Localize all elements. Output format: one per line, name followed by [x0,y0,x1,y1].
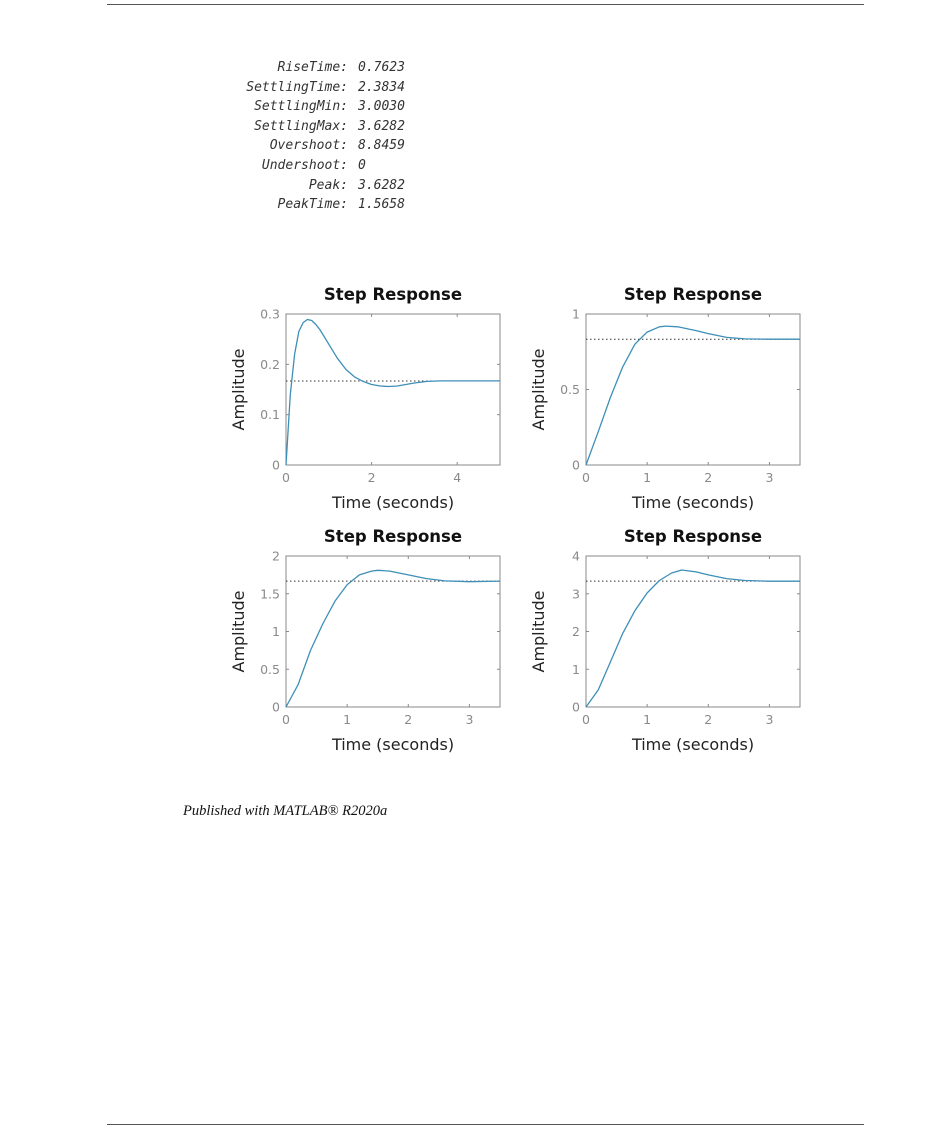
stepinfo-value: 3.6282 [358,177,405,193]
y-tick-label: 1 [572,307,580,322]
stepinfo-value: 1.5658 [358,197,405,213]
axes-box [585,313,801,466]
stepinfo-row: Overshoot: 8.8459 [200,136,405,156]
stepinfo-key: Overshoot: [269,138,348,154]
x-tick-label: 0 [282,470,290,485]
stepinfo-key: SettlingTime: [246,79,348,95]
step-response-figure: 0 2 4 0 0.1 0.2 0.3 Step Response Time (seconds)… [229,285,801,754]
chart-title: Step Response [324,527,462,546]
stepinfo-value: 0.7623 [358,60,405,75]
chart-title: Step Response [624,527,762,546]
x-tick-label: 1 [643,712,651,727]
y-tick-label: 2 [272,549,280,564]
stepinfo-row: RiseTime: 0.7623 [200,58,405,78]
x-axis-label: Time (seconds) [631,493,754,512]
stepinfo-key: Undershoot: [261,157,348,173]
x-tick-label: 0 [282,712,290,727]
y-tick-label: 2 [572,624,580,639]
chart-title: Step Response [324,285,462,304]
axes-box [285,313,501,466]
stepinfo-value: 2.3834 [358,79,405,95]
subplot-3: 0 1 2 3 0 0.5 1 1.5 2 Step Response Time (seconds)… [229,527,501,754]
y-tick-label: 0 [272,458,280,473]
page-bottom-rule [107,1124,864,1125]
stepinfo-row: Peak: 3.6282 [200,176,405,196]
y-tick-label: 0.1 [260,407,280,422]
x-axis-label: Time (seconds) [331,735,454,754]
x-tick-label: 2 [368,470,376,485]
y-tick-label: 0.5 [260,662,280,677]
y-tick-label: 0.3 [260,307,280,322]
x-tick-label: 2 [704,712,712,727]
stepinfo-value: 8.8459 [358,138,405,154]
subplot-4: 0 1 2 3 0 1 2 3 4 Step Response Time (seconds) Ampl… [529,527,801,754]
y-axis-label: Amplitude [229,349,248,431]
y-tick-label: 0 [572,458,580,473]
stepinfo-row: SettlingMax: 3.6282 [200,117,405,137]
axes-box [585,555,801,708]
x-tick-label: 3 [765,712,773,727]
stepinfo-key: SettlingMax: [254,118,348,134]
y-tick-label: 1 [272,624,280,639]
publish-footer: Published with MATLAB® R2020a [183,803,388,819]
x-axis-label: Time (seconds) [631,735,754,754]
y-tick-label: 0 [272,700,280,715]
y-tick-label: 0.2 [260,357,280,372]
chart-title: Step Response [624,285,762,304]
stepinfo-value: 0 [358,157,366,173]
y-axis-label: Amplitude [529,349,548,431]
stepinfo-key: SettlingMin: [254,99,348,115]
x-tick-label: 0 [582,712,590,727]
y-tick-label: 4 [572,549,580,564]
stepinfo-value: 3.0030 [358,99,405,115]
y-axis-label: Amplitude [529,591,548,673]
step-response-line [285,318,500,466]
step-response-line [585,569,800,708]
page-top-rule [107,4,864,5]
subplot-2: 0 1 2 3 0 0.5 1 Step Response Time (seconds) Ampl… [529,285,801,512]
x-tick-label: 2 [404,712,412,727]
stepinfo-key: RiseTime: [277,60,348,75]
y-tick-label: 1.5 [260,586,280,601]
y-tick-label: 1 [572,662,580,677]
stepinfo-key: Peak: [308,177,348,193]
stepinfo-output: RiseTime: 0.7623 SettlingTime: 2.3834 Sett… [200,58,405,215]
subplot-1: 0 2 4 0 0.1 0.2 0.3 Step Response Time (seconds)… [229,285,501,512]
x-tick-label: 3 [765,470,773,485]
stepinfo-value: 3.6282 [358,118,405,134]
stepinfo-row: SettlingMin: 3.0030 [200,97,405,117]
y-tick-label: 0.5 [560,382,580,397]
stepinfo-row: SettlingTime: 2.3834 [200,78,405,98]
y-axis-label: Amplitude [229,591,248,673]
x-tick-label: 3 [465,712,473,727]
y-tick-label: 3 [572,586,580,601]
x-tick-label: 1 [343,712,351,727]
x-tick-label: 0 [582,470,590,485]
step-response-line [585,325,800,466]
stepinfo-key: PeakTime: [277,197,348,213]
x-tick-label: 1 [643,470,651,485]
step-response-line [285,569,501,708]
x-tick-label: 4 [453,470,461,485]
x-tick-label: 2 [704,470,712,485]
stepinfo-row: Undershoot: 0 [200,156,405,176]
axes-box [285,555,501,708]
stepinfo-row: PeakTime: 1.5658 [200,195,405,215]
x-axis-label: Time (seconds) [331,493,454,512]
y-tick-label: 0 [572,700,580,715]
